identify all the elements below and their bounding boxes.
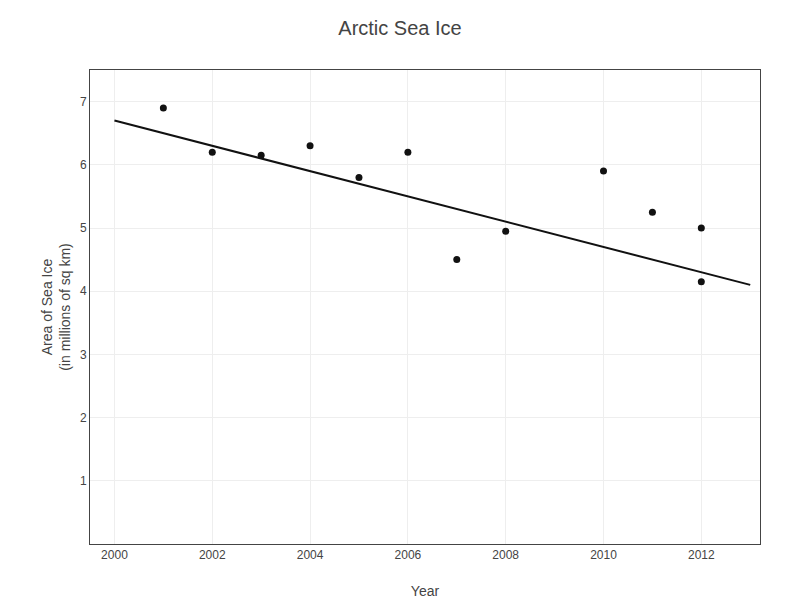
svg-text:5: 5	[80, 221, 87, 235]
svg-text:2012: 2012	[688, 548, 715, 562]
svg-text:1: 1	[80, 474, 87, 488]
svg-text:2004: 2004	[297, 548, 324, 562]
svg-text:6: 6	[80, 158, 87, 172]
svg-text:Arctic Sea Ice: Arctic Sea Ice	[338, 17, 461, 39]
svg-text:Area of Sea Ice(in millions of: Area of Sea Ice(in millions of sq km)	[39, 243, 73, 371]
svg-text:2006: 2006	[395, 548, 422, 562]
svg-text:2: 2	[80, 411, 87, 425]
svg-text:Year: Year	[411, 583, 440, 599]
svg-text:2000: 2000	[101, 548, 128, 562]
svg-text:2010: 2010	[590, 548, 617, 562]
svg-text:2002: 2002	[199, 548, 226, 562]
svg-text:7: 7	[80, 95, 87, 109]
svg-text:3: 3	[80, 348, 87, 362]
svg-text:4: 4	[80, 284, 87, 298]
svg-text:2008: 2008	[492, 548, 519, 562]
